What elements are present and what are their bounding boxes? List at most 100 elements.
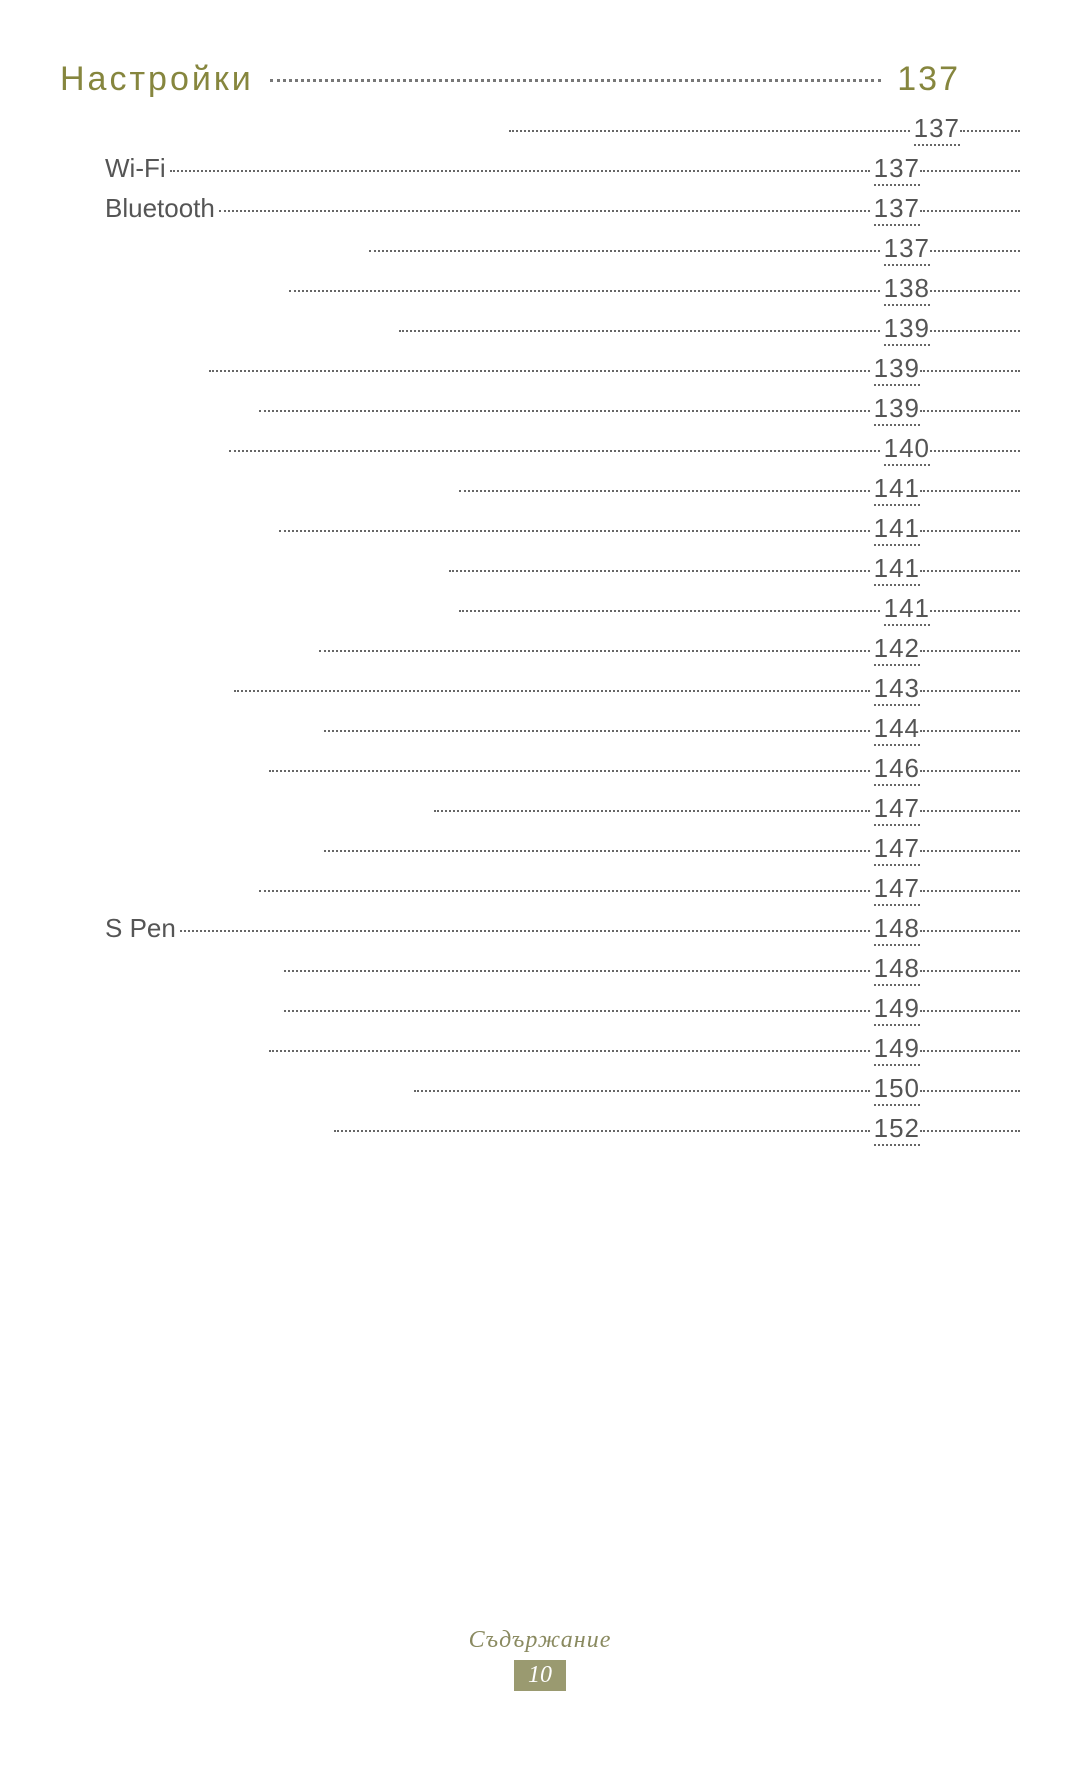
toc-entry-label: S Pen bbox=[105, 913, 176, 944]
toc-row: 140 bbox=[105, 433, 1020, 473]
toc-row: 146 bbox=[105, 753, 1020, 793]
toc-leader-dots bbox=[369, 250, 880, 252]
toc-leader-dots bbox=[209, 370, 870, 372]
section-heading-row: Настройки 137 bbox=[60, 60, 1020, 99]
toc-entry-page: 143 bbox=[874, 673, 920, 706]
footer-page-number: 10 bbox=[514, 1660, 566, 1691]
toc-row: 138 bbox=[105, 273, 1020, 313]
toc-row: 139 bbox=[105, 313, 1020, 353]
toc-entry-page: 142 bbox=[874, 633, 920, 666]
toc-entry-page: 141 bbox=[884, 593, 930, 626]
toc-tail-dots bbox=[920, 1010, 1020, 1012]
toc-entry-page: 150 bbox=[874, 1073, 920, 1106]
toc-row: 147 bbox=[105, 873, 1020, 913]
toc-leader-dots bbox=[449, 570, 870, 572]
toc-entry-page: 149 bbox=[874, 993, 920, 1026]
toc-tail-dots bbox=[920, 930, 1020, 932]
toc-leader-dots bbox=[170, 170, 870, 172]
toc-row: 148 bbox=[105, 953, 1020, 993]
toc-row: 137 bbox=[105, 233, 1020, 273]
toc-tail-dots bbox=[920, 170, 1020, 172]
toc-tail-dots bbox=[920, 690, 1020, 692]
toc-leader-dots bbox=[414, 1090, 870, 1092]
toc-row: 147 bbox=[105, 833, 1020, 873]
toc-row: 141 bbox=[105, 513, 1020, 553]
toc-entry-label: Bluetooth bbox=[105, 193, 215, 224]
toc-tail-dots bbox=[920, 410, 1020, 412]
toc-row: 143 bbox=[105, 673, 1020, 713]
page-footer: Съдържание 10 bbox=[0, 1627, 1080, 1691]
toc-row: 152 bbox=[105, 1113, 1020, 1153]
toc-tail-dots bbox=[930, 330, 1020, 332]
toc-entry-page: 137 bbox=[874, 153, 920, 186]
toc-leader-dots bbox=[324, 850, 870, 852]
toc-tail-dots bbox=[960, 130, 1020, 132]
toc-row: 141 bbox=[105, 553, 1020, 593]
toc-tail-dots bbox=[920, 1130, 1020, 1132]
toc-entry-page: 148 bbox=[874, 953, 920, 986]
toc-tail-dots bbox=[930, 250, 1020, 252]
toc-page: Настройки 137 137Wi-Fi137Bluetooth137137… bbox=[0, 0, 1080, 1771]
toc-tail-dots bbox=[920, 570, 1020, 572]
toc-leader-dots bbox=[509, 130, 910, 132]
toc-leader-dots bbox=[229, 450, 880, 452]
toc-row: 144 bbox=[105, 713, 1020, 753]
section-leader-dots bbox=[270, 79, 882, 82]
toc-entry-page: 138 bbox=[884, 273, 930, 306]
footer-section-label: Съдържание bbox=[0, 1627, 1080, 1654]
toc-leader-dots bbox=[259, 410, 870, 412]
toc-entry-page: 141 bbox=[874, 513, 920, 546]
toc-entry-page: 141 bbox=[874, 553, 920, 586]
toc-tail-dots bbox=[920, 890, 1020, 892]
toc-row: Bluetooth 137 bbox=[105, 193, 1020, 233]
toc-row: 149 bbox=[105, 993, 1020, 1033]
toc-tail-dots bbox=[920, 530, 1020, 532]
toc-entry-page: 140 bbox=[884, 433, 930, 466]
toc-row: 149 bbox=[105, 1033, 1020, 1073]
section-title: Настройки bbox=[60, 60, 264, 99]
toc-row: 141 bbox=[105, 593, 1020, 633]
toc-entry-page: 149 bbox=[874, 1033, 920, 1066]
toc-row: 150 bbox=[105, 1073, 1020, 1113]
toc-row: 141 bbox=[105, 473, 1020, 513]
toc-entry-page: 139 bbox=[874, 393, 920, 426]
toc-leader-dots bbox=[219, 210, 870, 212]
toc-tail-dots bbox=[920, 370, 1020, 372]
toc-entry-page: 152 bbox=[874, 1113, 920, 1146]
toc-leader-dots bbox=[259, 890, 870, 892]
toc-entry-page: 144 bbox=[874, 713, 920, 746]
toc-tail-dots bbox=[930, 290, 1020, 292]
toc-leader-dots bbox=[269, 770, 870, 772]
toc-list: 137Wi-Fi137Bluetooth13713713813913913914… bbox=[105, 113, 1020, 1153]
toc-row: Wi-Fi137 bbox=[105, 153, 1020, 193]
toc-leader-dots bbox=[334, 1130, 870, 1132]
toc-tail-dots bbox=[920, 850, 1020, 852]
toc-tail-dots bbox=[920, 1050, 1020, 1052]
toc-leader-dots bbox=[319, 650, 870, 652]
toc-leader-dots bbox=[324, 730, 870, 732]
toc-tail-dots bbox=[920, 1090, 1020, 1092]
toc-entry-page: 147 bbox=[874, 833, 920, 866]
toc-tail-dots bbox=[920, 730, 1020, 732]
toc-leader-dots bbox=[289, 290, 880, 292]
section-page-number: 137 bbox=[887, 60, 1020, 99]
toc-tail-dots bbox=[920, 970, 1020, 972]
toc-row: 147 bbox=[105, 793, 1020, 833]
toc-entry-page: 141 bbox=[874, 473, 920, 506]
toc-tail-dots bbox=[920, 490, 1020, 492]
toc-leader-dots bbox=[234, 690, 870, 692]
toc-leader-dots bbox=[269, 1050, 870, 1052]
toc-entry-page: 139 bbox=[874, 353, 920, 386]
toc-entry-page: 137 bbox=[874, 193, 920, 226]
toc-leader-dots bbox=[180, 930, 870, 932]
toc-row: 142 bbox=[105, 633, 1020, 673]
toc-leader-dots bbox=[284, 970, 870, 972]
toc-leader-dots bbox=[459, 490, 870, 492]
toc-entry-page: 137 bbox=[884, 233, 930, 266]
toc-tail-dots bbox=[920, 650, 1020, 652]
toc-row: 137 bbox=[105, 113, 1020, 153]
toc-entry-page: 147 bbox=[874, 793, 920, 826]
toc-leader-dots bbox=[434, 810, 870, 812]
toc-leader-dots bbox=[399, 330, 880, 332]
toc-tail-dots bbox=[930, 450, 1020, 452]
